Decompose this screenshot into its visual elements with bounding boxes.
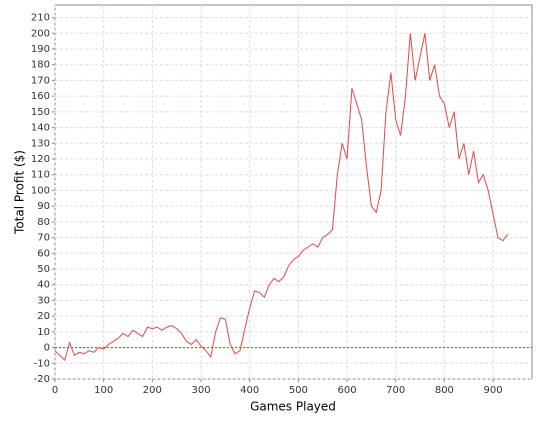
y-tick-label: 30 (37, 295, 50, 306)
y-tick-label: 210 (31, 13, 50, 24)
y-tick-label: 90 (37, 201, 50, 212)
x-tick-label: 500 (289, 385, 308, 396)
y-axis-label: Total Profit ($) (13, 150, 27, 235)
plot-area (54, 4, 533, 380)
y-tick-label: 80 (37, 217, 50, 228)
line-series (54, 33, 509, 362)
y-tick-label: 190 (31, 44, 50, 55)
x-tick-label: 600 (337, 385, 356, 396)
y-tick-label: 110 (31, 170, 50, 181)
y-tick-label: 10 (37, 327, 50, 338)
y-tick-label: 100 (31, 185, 50, 196)
x-tick-label: 900 (484, 385, 503, 396)
y-tick-label: 120 (31, 154, 50, 165)
y-tick-label: -20 (34, 374, 50, 385)
y-tick-label: 20 (37, 311, 50, 322)
x-tick-label: 800 (435, 385, 454, 396)
y-tick-label: 70 (37, 233, 50, 244)
x-tick-label: 300 (191, 385, 210, 396)
y-tick-label: 40 (37, 280, 50, 291)
x-axis-label: Games Played (250, 400, 336, 414)
x-tick-label: 0 (52, 385, 58, 396)
x-tick-label: 700 (386, 385, 405, 396)
y-tick-label: 130 (31, 138, 50, 149)
y-tick-label: 200 (31, 28, 50, 39)
y-tick-label: 150 (31, 107, 50, 118)
y-tick-label: 140 (31, 123, 50, 134)
x-tick-label: 100 (94, 385, 113, 396)
y-tick-label: -10 (34, 358, 50, 369)
y-tick-label: 170 (31, 75, 50, 86)
y-tick-label: 50 (37, 264, 50, 275)
y-tick-label: 160 (31, 91, 50, 102)
y-tick-label: 0 (44, 343, 50, 354)
y-tick-label: 60 (37, 248, 50, 259)
x-tick-label: 200 (143, 385, 162, 396)
y-tick-label: 180 (31, 60, 50, 71)
x-tick-label: 400 (240, 385, 259, 396)
